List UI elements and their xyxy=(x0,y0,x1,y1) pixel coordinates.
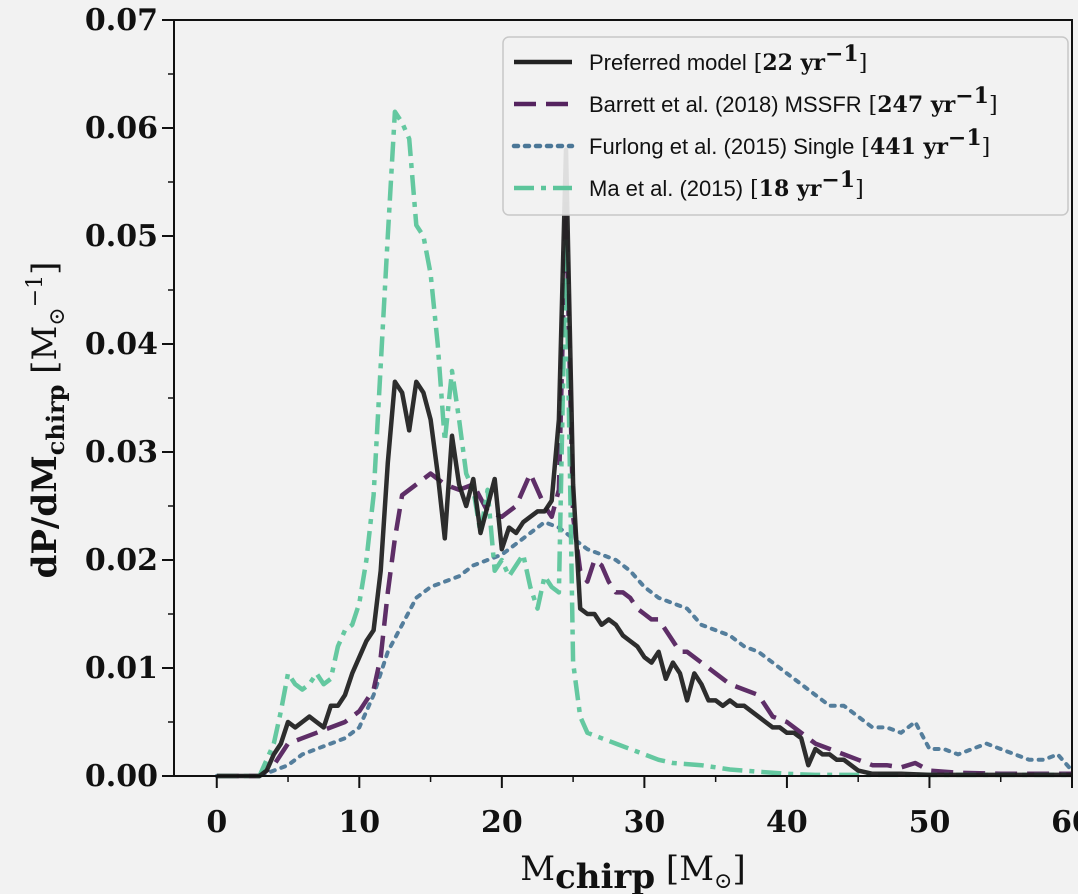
x-tick-label: 30 xyxy=(624,805,666,840)
x-tick-label: 50 xyxy=(909,805,951,840)
x-axis-title: Mchirp [M⊙] xyxy=(520,849,745,894)
y-tick-label: 0.04 xyxy=(85,327,158,362)
series-line-2 xyxy=(214,520,1074,778)
x-tick-label: 60 xyxy=(1051,805,1078,840)
y-tick-label: 0.05 xyxy=(85,219,158,254)
plot-lines xyxy=(214,109,1074,779)
y-tick-label: 0.07 xyxy=(85,3,158,38)
legend-label-1: Barrett et al. (2018) MSSFR [247 yr−1] xyxy=(589,83,998,118)
legend: Preferred model [22 yr−1] Barrett et al. … xyxy=(502,36,1069,216)
axes: 0.00 0.01 0.02 0.03 0.04 0.05 0.06 0.07 0 10 20 30 4… xyxy=(85,3,1078,840)
x-tick-label: 20 xyxy=(481,805,523,840)
y-tick-label: 0.00 xyxy=(85,759,158,794)
y-tick-label: 0.02 xyxy=(85,543,158,578)
legend-label-2: Furlong et al. (2015) Single [441 yr−1] xyxy=(589,125,990,160)
legend-box xyxy=(502,36,1069,216)
series-line-1 xyxy=(216,201,1072,779)
legend-label-0: Preferred model [22 yr−1] xyxy=(589,41,867,76)
y-tick-label: 0.03 xyxy=(85,435,158,470)
y-tick-label: 0.06 xyxy=(85,111,158,146)
x-tick-label: 10 xyxy=(338,805,380,840)
x-tick-label: 40 xyxy=(766,805,808,840)
series-line-0 xyxy=(216,147,1072,779)
legend-label-3: Ma et al. (2015) [18 yr−1] xyxy=(589,167,864,202)
x-tick-label: 0 xyxy=(206,805,227,840)
y-tick-label: 0.01 xyxy=(85,651,158,686)
